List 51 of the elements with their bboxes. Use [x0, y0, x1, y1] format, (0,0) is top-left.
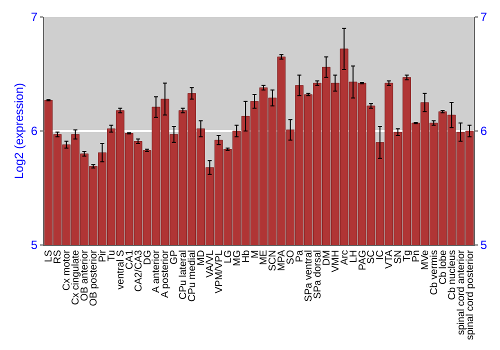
x-tick-label: DG [142, 250, 154, 265]
x-tick-label: Pir [97, 249, 108, 262]
x-tick-label: Cb vermis [428, 250, 440, 296]
x-tick-label: CA2/CA3 [133, 250, 144, 292]
x-tick-label: Cb nucleus [446, 250, 458, 300]
x-tick-label: OB anterior [80, 249, 91, 302]
x-tick-label: A posterior [160, 249, 172, 298]
x-tick-label: OB posterior [88, 249, 100, 306]
y-tick-label: 5 [30, 238, 38, 252]
y2-tick-label: 7 [480, 10, 488, 24]
x-tick-label: VPM/VPL [214, 250, 225, 294]
x-tick-label: Cx cingulate [70, 250, 82, 306]
x-tick-label: MPA [276, 250, 288, 271]
x-tick-label: RS [52, 250, 64, 264]
x-tick-label: Tu [106, 250, 118, 262]
x-tick-label: VMH [330, 250, 342, 272]
x-tick-label: VA/VL [204, 250, 216, 278]
x-tick-label: M [250, 250, 261, 258]
y2-tick-label: 5 [480, 238, 488, 252]
x-tick-label: CA1 [124, 250, 136, 270]
x-tick-label: Pa [294, 250, 306, 262]
x-tick-label: Pn [411, 250, 422, 262]
x-tick-label: SN [393, 250, 404, 264]
x-tick-label: DM [321, 250, 332, 266]
x-tick-label: spinal cord posterior [464, 249, 476, 340]
y-tick-label: 6 [30, 124, 38, 138]
x-tick-label: A anterior [151, 249, 162, 293]
x-tick-label: SPa dorsal [312, 250, 324, 299]
x-tick-label: Hb [240, 250, 252, 263]
x-tick-label: LS [44, 250, 55, 262]
x-tick-label: LG [222, 250, 234, 264]
x-tick-label: Tg [402, 250, 414, 262]
x-tick-label: SCN [268, 250, 279, 272]
x-tick-label: MVe [420, 250, 431, 270]
x-tick-label: GP [169, 250, 180, 264]
x-tick-label: Arc [339, 250, 350, 265]
x-tick-label: MG [232, 250, 243, 266]
y-axis-title: Log2 (expression) [12, 82, 26, 180]
x-tick-label: Cb lobe [438, 250, 449, 284]
x-tick-label: SO [286, 250, 297, 264]
y-tick-label: 7 [30, 10, 38, 24]
y2-tick-label: 6 [480, 124, 488, 138]
x-tick-label: VTA [384, 250, 396, 269]
x-tick-label: ME [258, 250, 270, 265]
x-tick-label: LH [348, 250, 360, 263]
x-tick-label: CPu medial [187, 250, 198, 302]
x-tick-label: SC [366, 250, 378, 264]
x-tick-label: ventral S [115, 250, 126, 290]
x-tick-label: IC [375, 250, 386, 260]
x-tick-label: spinal cord anterior [456, 249, 467, 336]
x-tick-label: PAG [357, 250, 368, 270]
